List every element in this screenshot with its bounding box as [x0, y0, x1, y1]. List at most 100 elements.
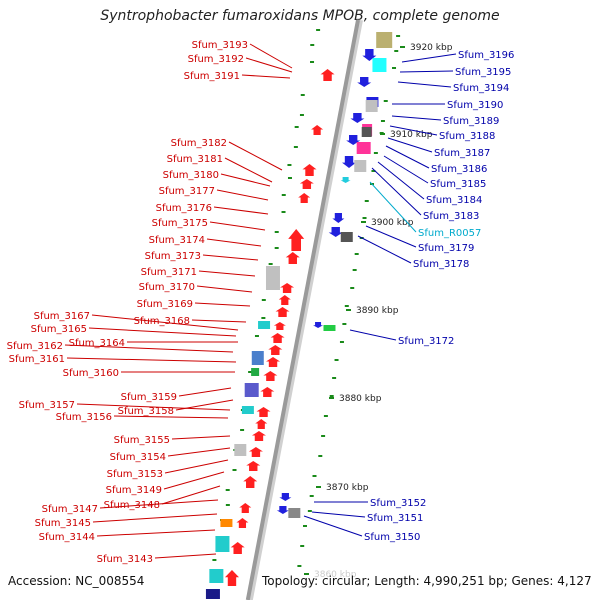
reverse-gene-label: Sfum_3172	[398, 336, 454, 347]
reverse-gene-label: Sfum_3178	[413, 259, 469, 270]
forward-gene-leader	[113, 415, 229, 419]
forward-gene-label: Sfum_3144	[39, 532, 95, 543]
scale-label: 3890 kbp	[356, 306, 399, 316]
forward-gene-leader	[191, 319, 247, 323]
forward-gene-arrow	[251, 431, 266, 441]
reverse-gene-label: Sfum_R0057	[418, 228, 481, 239]
forward-gene-arrow	[255, 419, 268, 429]
forward-gene-leader	[196, 285, 253, 293]
accession-label: Accession: NC_008554	[8, 574, 145, 588]
forward-gene-leader	[216, 189, 269, 201]
forward-gene-leader	[154, 553, 217, 559]
reverse-gene-box	[365, 100, 378, 112]
reverse-gene-label: Sfum_3179	[418, 243, 474, 254]
reverse-gene-label: Sfum_3152	[370, 498, 426, 509]
reverse-gene-leader	[349, 329, 397, 341]
forward-gene-leader	[249, 43, 293, 69]
forward-gene-leader	[88, 327, 237, 337]
reverse-gene-box	[288, 508, 301, 518]
forward-gene-leader	[228, 141, 283, 171]
forward-gene-box	[251, 368, 260, 376]
reverse-gene-leader	[399, 70, 454, 73]
forward-gene-label: Sfum_3143	[97, 554, 153, 565]
scale-label: 3860 kbp	[314, 570, 357, 580]
reverse-gene-box	[361, 127, 372, 137]
forward-gene-label: Sfum_3162	[7, 341, 63, 352]
forward-gene-label: Sfum_3174	[149, 235, 205, 246]
scale-label: 3900 kbp	[371, 218, 414, 228]
forward-gene-label: Sfum_3193	[192, 40, 248, 51]
forward-gene-label: Sfum_3158	[118, 406, 174, 417]
forward-gene-leader	[213, 206, 269, 215]
forward-gene-arrow	[236, 518, 249, 528]
forward-gene-label: Sfum_3177	[159, 186, 215, 197]
scale-label: 3870 kbp	[326, 483, 369, 493]
forward-gene-box	[244, 383, 259, 397]
forward-gene-arrow	[275, 307, 290, 317]
reverse-gene-arrow	[328, 227, 343, 237]
reverse-gene-label: Sfum_3190	[447, 100, 503, 111]
forward-gene-leader	[167, 447, 231, 457]
reverse-gene-box	[354, 160, 367, 172]
reverse-gene-leader	[377, 161, 425, 200]
scale-label: 3920 kbp	[410, 43, 453, 53]
reverse-gene-label: Sfum_3187	[434, 148, 490, 159]
forward-gene-arrow	[320, 69, 335, 81]
reverse-gene-label: Sfum_3194	[453, 83, 509, 94]
reverse-gene-leader	[311, 511, 366, 518]
forward-gene-leader	[96, 529, 216, 537]
forward-gene-label: Sfum_3192	[188, 54, 244, 65]
forward-gene-leader	[206, 238, 262, 247]
scale-label: 3910 kbp	[390, 130, 433, 140]
forward-gene-arrow	[248, 447, 263, 457]
forward-gene-label: Sfum_3171	[141, 267, 197, 278]
forward-gene-arrow	[256, 407, 271, 417]
forward-gene-box	[265, 266, 280, 290]
forward-gene-arrow	[299, 179, 314, 189]
forward-gene-arrow	[285, 252, 300, 264]
forward-gene-label: Sfum_3181	[167, 154, 223, 165]
forward-gene-arrow	[239, 503, 252, 513]
reverse-gene-leader	[385, 145, 430, 169]
forward-gene-leader	[220, 173, 271, 187]
forward-gene-box	[251, 351, 264, 365]
forward-gene-label: Sfum_3145	[35, 518, 91, 529]
forward-gene-arrow	[280, 283, 295, 293]
forward-gene-arrow	[260, 387, 275, 397]
forward-gene-arrow	[270, 333, 285, 343]
reverse-gene-leader	[365, 225, 417, 248]
reverse-gene-arrow	[340, 177, 351, 183]
reverse-gene-label: Sfum_3185	[430, 179, 486, 190]
forward-gene-leader	[202, 254, 259, 261]
forward-gene-box	[258, 321, 271, 329]
forward-gene-label: Sfum_3160	[63, 368, 119, 379]
forward-gene-label: Sfum_3161	[9, 354, 65, 365]
forward-gene-label: Sfum_3156	[56, 412, 112, 423]
forward-gene-leader	[99, 499, 219, 509]
forward-gene-label: Sfum_3157	[19, 400, 75, 411]
forward-gene-arrow	[298, 193, 311, 203]
forward-gene-label: Sfum_3168	[134, 316, 190, 327]
forward-gene-leader	[92, 513, 218, 523]
forward-gene-label: Sfum_3180	[163, 170, 219, 181]
reverse-gene-box	[340, 232, 353, 242]
forward-gene-arrow	[246, 461, 261, 471]
forward-gene-label: Sfum_3170	[139, 282, 195, 293]
reverse-gene-arrow	[350, 113, 365, 123]
forward-gene-arrow	[243, 476, 258, 488]
forward-gene-leader	[194, 302, 251, 307]
reverse-gene-box	[372, 58, 387, 72]
scale-label: 3880 kbp	[339, 394, 382, 404]
forward-gene-arrow	[278, 295, 291, 305]
reverse-gene-arrow	[332, 213, 345, 223]
reverse-gene-label: Sfum_3186	[431, 164, 487, 175]
forward-gene-leader	[66, 357, 237, 363]
reverse-gene-label: Sfum_3189	[443, 116, 499, 127]
reverse-gene-leader	[383, 155, 429, 184]
forward-gene-label: Sfum_3164	[69, 338, 125, 349]
forward-gene-leader	[198, 270, 256, 277]
reverse-gene-label: Sfum_3184	[426, 195, 482, 206]
forward-gene-label: Sfum_3154	[110, 452, 166, 463]
reverse-gene-leader	[357, 235, 412, 264]
